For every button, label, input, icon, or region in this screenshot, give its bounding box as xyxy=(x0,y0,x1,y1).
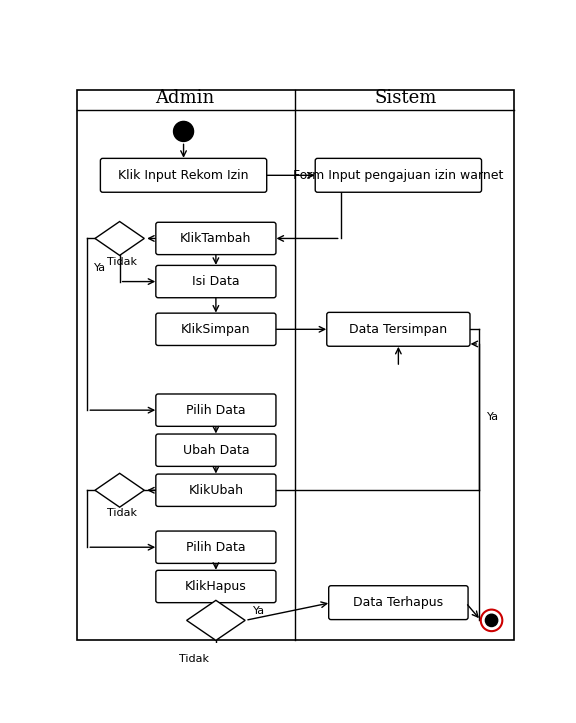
Text: Pilih Data: Pilih Data xyxy=(186,403,246,416)
Polygon shape xyxy=(95,221,144,255)
Text: Tidak: Tidak xyxy=(107,257,137,267)
Text: Data Terhapus: Data Terhapus xyxy=(353,596,444,609)
Circle shape xyxy=(486,615,498,627)
FancyBboxPatch shape xyxy=(156,474,276,506)
Text: Tidak: Tidak xyxy=(179,654,209,664)
FancyBboxPatch shape xyxy=(156,313,276,346)
FancyBboxPatch shape xyxy=(327,312,470,346)
FancyBboxPatch shape xyxy=(100,158,267,192)
Text: Form Input pengajuan izin warnet: Form Input pengajuan izin warnet xyxy=(293,168,503,181)
Text: Admin: Admin xyxy=(155,90,214,107)
Text: Isi Data: Isi Data xyxy=(192,275,240,288)
Text: Data Tersimpan: Data Tersimpan xyxy=(349,322,448,335)
FancyBboxPatch shape xyxy=(329,586,468,620)
FancyBboxPatch shape xyxy=(156,434,276,466)
Text: Ubah Data: Ubah Data xyxy=(183,444,249,457)
Text: Sistem: Sistem xyxy=(375,90,437,107)
Text: Ya: Ya xyxy=(94,263,107,273)
Text: KlikUbah: KlikUbah xyxy=(188,484,244,497)
Text: KlikSimpan: KlikSimpan xyxy=(181,322,251,335)
Text: KlikTambah: KlikTambah xyxy=(180,232,252,245)
FancyBboxPatch shape xyxy=(156,265,276,298)
Polygon shape xyxy=(187,600,245,641)
Text: Pilih Data: Pilih Data xyxy=(186,541,246,554)
FancyBboxPatch shape xyxy=(156,570,276,603)
FancyBboxPatch shape xyxy=(156,394,276,427)
Circle shape xyxy=(481,609,502,631)
FancyBboxPatch shape xyxy=(156,222,276,254)
Text: Tidak: Tidak xyxy=(107,508,137,518)
Text: Ya: Ya xyxy=(253,606,265,616)
Circle shape xyxy=(173,121,194,142)
FancyBboxPatch shape xyxy=(315,158,482,192)
Polygon shape xyxy=(95,474,144,507)
Text: Klik Input Rekom Izin: Klik Input Rekom Izin xyxy=(118,168,249,181)
Text: Ya: Ya xyxy=(487,412,499,422)
FancyBboxPatch shape xyxy=(156,531,276,563)
Text: KlikHapus: KlikHapus xyxy=(185,580,247,593)
